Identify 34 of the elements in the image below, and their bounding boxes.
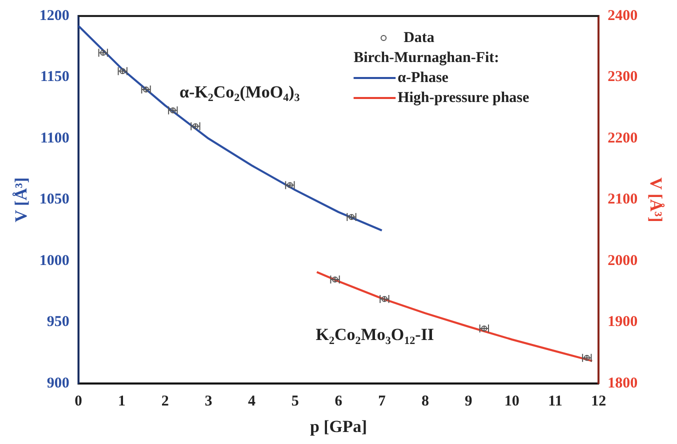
y2-axis-title: V [Å³] <box>646 177 666 222</box>
x-tick-label: 2 <box>161 393 169 410</box>
x-tick-label: 10 <box>504 393 520 410</box>
y-tick-label: 1200 <box>39 8 70 24</box>
y2-tick-label: 2200 <box>608 130 638 146</box>
x-tick-label: 6 <box>334 393 343 410</box>
y-tick-label: 950 <box>46 314 70 330</box>
x-tick-label: 11 <box>548 393 562 410</box>
y2-tick-label: 2000 <box>608 252 638 269</box>
y-tick-label: 1150 <box>40 69 70 86</box>
y-tick-label: 1100 <box>40 130 70 146</box>
legend-label: High-pressure phase <box>398 90 530 106</box>
y2-tick-label: 2400 <box>608 8 638 24</box>
x-axis-title: p [GPa] <box>310 417 368 436</box>
y2-tick-label: 1900 <box>608 314 638 330</box>
x-tick-label: 1 <box>118 393 126 410</box>
x-tick-label: 0 <box>74 393 82 410</box>
x-tick-label: 9 <box>464 393 472 410</box>
x-tick-label: 7 <box>378 393 386 410</box>
y-tick-label: 1050 <box>39 192 70 208</box>
legend-label: Data <box>404 30 435 46</box>
y-tick-label: 1000 <box>39 252 70 269</box>
x-tick-label: 4 <box>248 393 256 410</box>
y-tick-label: 900 <box>46 375 70 392</box>
legend-label: α-Phase <box>398 70 449 86</box>
legend-title: Birch-Murnaghan-Fit: <box>354 50 500 66</box>
x-tick-label: 5 <box>291 393 299 410</box>
y-axis-title: V [Å³] <box>12 177 31 222</box>
y2-tick-label: 1800 <box>608 375 638 392</box>
x-tick-label: 8 <box>421 393 429 410</box>
x-tick-label: 12 <box>591 393 606 410</box>
y2-tick-label: 2300 <box>608 69 638 86</box>
x-tick-label: 3 <box>204 393 212 410</box>
y2-tick-label: 2100 <box>608 192 638 208</box>
